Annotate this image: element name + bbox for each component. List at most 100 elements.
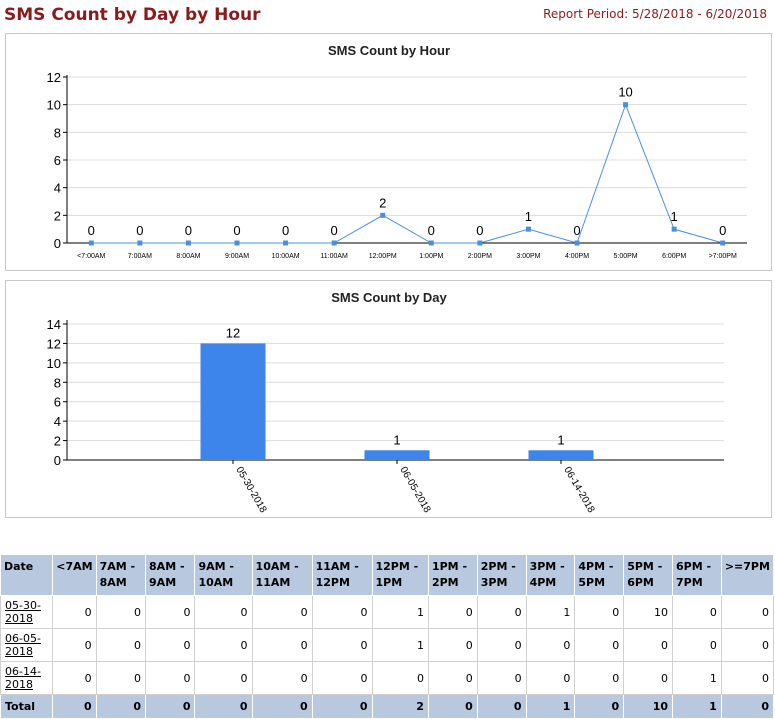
column-header: 4PM - 5PM: [574, 554, 625, 596]
column-header: 2PM - 3PM: [476, 554, 527, 596]
table-cell: 0: [672, 628, 722, 662]
table-row: 06-05-2018 0 0 0 0 0 0 1 0 0 0 0 0 0 0: [0, 628, 775, 662]
table-header-row: Date <7AM 7AM - 8AM 8AM - 9AM 9AM - 10AM 10AM…: [0, 554, 775, 596]
table-cell: 0: [311, 595, 373, 629]
table-cell: 0: [427, 661, 478, 695]
table-cell: 0: [371, 661, 429, 695]
table-cell: 0: [476, 661, 527, 695]
hour-x-tick-label: 2:00PM: [468, 253, 492, 260]
day-data-label: 12: [226, 325, 240, 340]
column-header: 11AM - 12PM: [311, 554, 373, 596]
table-cell: 0: [311, 628, 373, 662]
hour-data-label: 0: [136, 223, 143, 238]
hour-data-label: 0: [719, 223, 726, 238]
total-cell: 0: [476, 694, 527, 719]
table-cell: 0: [52, 595, 97, 629]
day-y-tick-label: 2: [54, 434, 61, 449]
hour-x-tick-label: 7:00AM: [128, 253, 152, 260]
table-cell: 1: [525, 595, 576, 629]
total-cell: 1: [672, 694, 722, 719]
hour-data-point: [331, 240, 337, 246]
table-cell: 0: [623, 661, 674, 695]
column-header: 12PM - 1PM: [371, 554, 429, 596]
total-cell: 0: [574, 694, 625, 719]
hour-y-tick-label: 8: [54, 125, 61, 140]
date-link[interactable]: 06-14-2018: [0, 661, 54, 695]
hour-x-tick-label: 5:00PM: [614, 253, 638, 260]
date-link[interactable]: 05-30-2018: [0, 595, 54, 629]
table-cell: 10: [623, 595, 674, 629]
column-header: 3PM - 4PM: [525, 554, 576, 596]
hour-data-point: [380, 212, 386, 218]
table-cell: 0: [145, 661, 196, 695]
day-chart-title: SMS Count by Day: [331, 290, 447, 305]
day-y-tick-label: 6: [54, 395, 61, 410]
hour-data-label: 0: [233, 223, 240, 238]
table-cell: 0: [251, 661, 313, 695]
table-cell: 0: [525, 661, 576, 695]
hour-data-point: [283, 240, 289, 246]
hour-x-tick-label: <7:00AM: [77, 253, 105, 260]
table-cell: 1: [672, 661, 722, 695]
day-bar-chart: SMS Count by Day 0 2 4 6 8 10 12 14 12 05-30-2018 1…: [47, 290, 724, 515]
hour-data-point: [88, 240, 94, 246]
hour-y-tick-label: 12: [47, 70, 61, 85]
total-cell: 0: [251, 694, 313, 719]
hour-x-tick-label: 12:00PM: [369, 253, 397, 260]
hour-x-tick-label: >7:00PM: [709, 253, 737, 260]
total-cell: 0: [427, 694, 478, 719]
total-cell: 10: [623, 694, 674, 719]
hour-x-tick-label: 3:00PM: [516, 253, 540, 260]
hour-chart-title: SMS Count by Hour: [328, 43, 450, 58]
hour-data-label: 0: [428, 223, 435, 238]
total-row: Total 0 0 0 0 0 0 2 0 0 1 0 10 1 0: [0, 694, 775, 719]
day-y-tick-label: 12: [47, 336, 61, 351]
date-link[interactable]: 06-05-2018: [0, 628, 54, 662]
hour-series-line: [91, 103, 723, 244]
hour-data-label: 0: [282, 223, 289, 238]
day-y-tick-label: 10: [47, 356, 61, 371]
hour-data-label: 1: [525, 209, 532, 224]
column-header: 9AM - 10AM: [194, 554, 253, 596]
report-period: Report Period: 5/28/2018 - 6/20/2018: [543, 7, 767, 21]
column-header: 5PM - 6PM: [623, 554, 674, 596]
hour-y-tick-label: 4: [54, 181, 61, 196]
day-y-tick-label: 8: [54, 375, 61, 390]
hour-x-tick-label: 9:00AM: [225, 253, 249, 260]
column-header: Date: [0, 554, 54, 596]
hour-data-point: [525, 226, 531, 232]
table-cell: 0: [52, 628, 97, 662]
table-cell: 0: [95, 595, 147, 629]
hour-data-label: 1: [671, 209, 678, 224]
table-row: 06-14-2018 0 0 0 0 0 0 0 0 0 0 0 0 1 0: [0, 661, 775, 695]
table-cell: 0: [574, 628, 625, 662]
column-header: 1PM - 2PM: [427, 554, 478, 596]
hour-data-label: 0: [331, 223, 338, 238]
hour-chart-panel: SMS Count by Hour 0 2 4 6 8 10 12 <7:00AM 7:00AM 8…: [5, 33, 772, 271]
table-cell: 0: [574, 595, 625, 629]
hour-data-point: [720, 240, 726, 246]
hour-data-label: 10: [618, 85, 632, 100]
hour-y-tick-label: 0: [54, 236, 61, 251]
hour-x-tick-label: 1:00PM: [419, 253, 443, 260]
hour-data-label: 0: [573, 223, 580, 238]
day-x-tick-label: 06-14-2018: [561, 465, 596, 515]
day-y-tick-label: 14: [47, 317, 61, 332]
table-cell: 0: [623, 628, 674, 662]
total-cell: 0: [145, 694, 196, 719]
day-data-label: 1: [557, 432, 564, 447]
table-cell: 0: [95, 661, 147, 695]
total-cell: 0: [720, 694, 775, 719]
total-cell: 0: [311, 694, 373, 719]
day-x-tick-label: 06-05-2018: [397, 465, 432, 515]
table-cell: 0: [525, 628, 576, 662]
day-x-tick-label: 05-30-2018: [233, 465, 268, 515]
hour-data-point: [477, 240, 483, 246]
hour-x-tick-label: 11:00AM: [320, 253, 348, 260]
table-cell: 0: [720, 628, 775, 662]
hour-x-tick-label: 4:00PM: [565, 253, 589, 260]
hour-data-label: 0: [476, 223, 483, 238]
hour-y-tick-label: 2: [54, 208, 61, 223]
table-cell: 0: [574, 661, 625, 695]
table-cell: 0: [145, 595, 196, 629]
